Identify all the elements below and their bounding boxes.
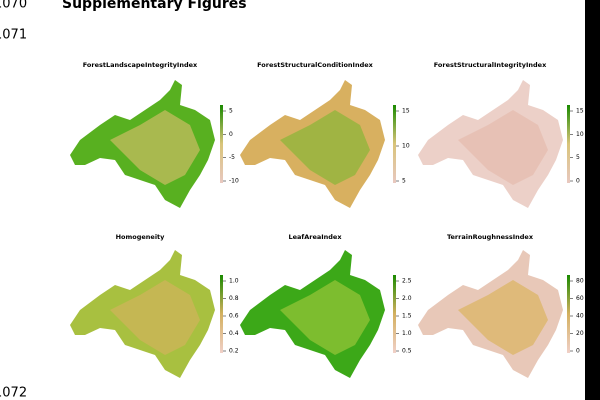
colorbar-tick-label: 5: [402, 178, 406, 185]
panel-title: ForestStructuralConditionIndex: [257, 61, 374, 69]
colorbar-tick-label: 0.2: [229, 348, 239, 355]
colorbar-tick-label: 0: [576, 348, 580, 355]
colorbar-tick-label: 0.6: [229, 313, 239, 320]
colorbar-tick-label: 0.4: [229, 330, 239, 337]
colorbar-tick-label: 10: [402, 143, 410, 150]
colorbar-tick-label: 0: [576, 178, 580, 185]
map-detail: [458, 280, 548, 355]
map-detail: [280, 110, 370, 185]
colorbar-tick-label: 2.5: [402, 278, 412, 285]
panel-title: TerrainRoughnessIndex: [447, 233, 534, 241]
black-edge: [585, 0, 600, 400]
colorbar-tick-label: 40: [576, 313, 584, 320]
map-detail: [458, 110, 548, 185]
colorbar: [567, 105, 570, 183]
colorbar-tick-label: 20: [576, 330, 584, 337]
colorbar-tick-label: 1.5: [402, 313, 412, 320]
colorbar-tick-label: 10: [576, 131, 584, 138]
colorbar-tick-label: 5: [229, 108, 233, 115]
colorbar-tick-label: 1.0: [402, 330, 412, 337]
colorbar-tick-label: -5: [229, 154, 235, 161]
colorbar-tick-label: 1.0: [229, 278, 239, 285]
panel-title: LeafAreaIndex: [288, 233, 342, 241]
panel-title: ForestStructuralIntegrityIndex: [434, 61, 547, 69]
colorbar: [393, 105, 396, 183]
colorbar-tick-label: -10: [229, 178, 239, 185]
colorbar-tick-label: 60: [576, 295, 584, 302]
colorbar-tick-label: 0.5: [402, 348, 412, 355]
colorbar-tick-label: 5: [576, 154, 580, 161]
colorbar: [220, 275, 223, 353]
line-number: 1070: [0, 0, 27, 12]
line-number: 1071: [0, 28, 27, 43]
colorbar: [567, 275, 570, 353]
panel-title: ForestLandscapeIntegrityIndex: [83, 61, 198, 69]
colorbar-tick-label: 15: [402, 108, 410, 115]
colorbar-tick-label: 2.0: [402, 295, 412, 302]
colorbar: [220, 105, 223, 183]
section-title: Supplementary Figures: [62, 0, 247, 12]
colorbar-tick-label: 15: [576, 108, 584, 115]
colorbar: [393, 275, 396, 353]
colorbar-tick-label: 0.8: [229, 295, 239, 302]
colorbar-tick-label: 0: [229, 131, 233, 138]
map-detail: [110, 280, 200, 355]
map-detail: [110, 110, 200, 185]
colorbar-tick-label: 80: [576, 278, 584, 285]
panel-title: Homogeneity: [116, 233, 166, 241]
map-detail: [280, 280, 370, 355]
